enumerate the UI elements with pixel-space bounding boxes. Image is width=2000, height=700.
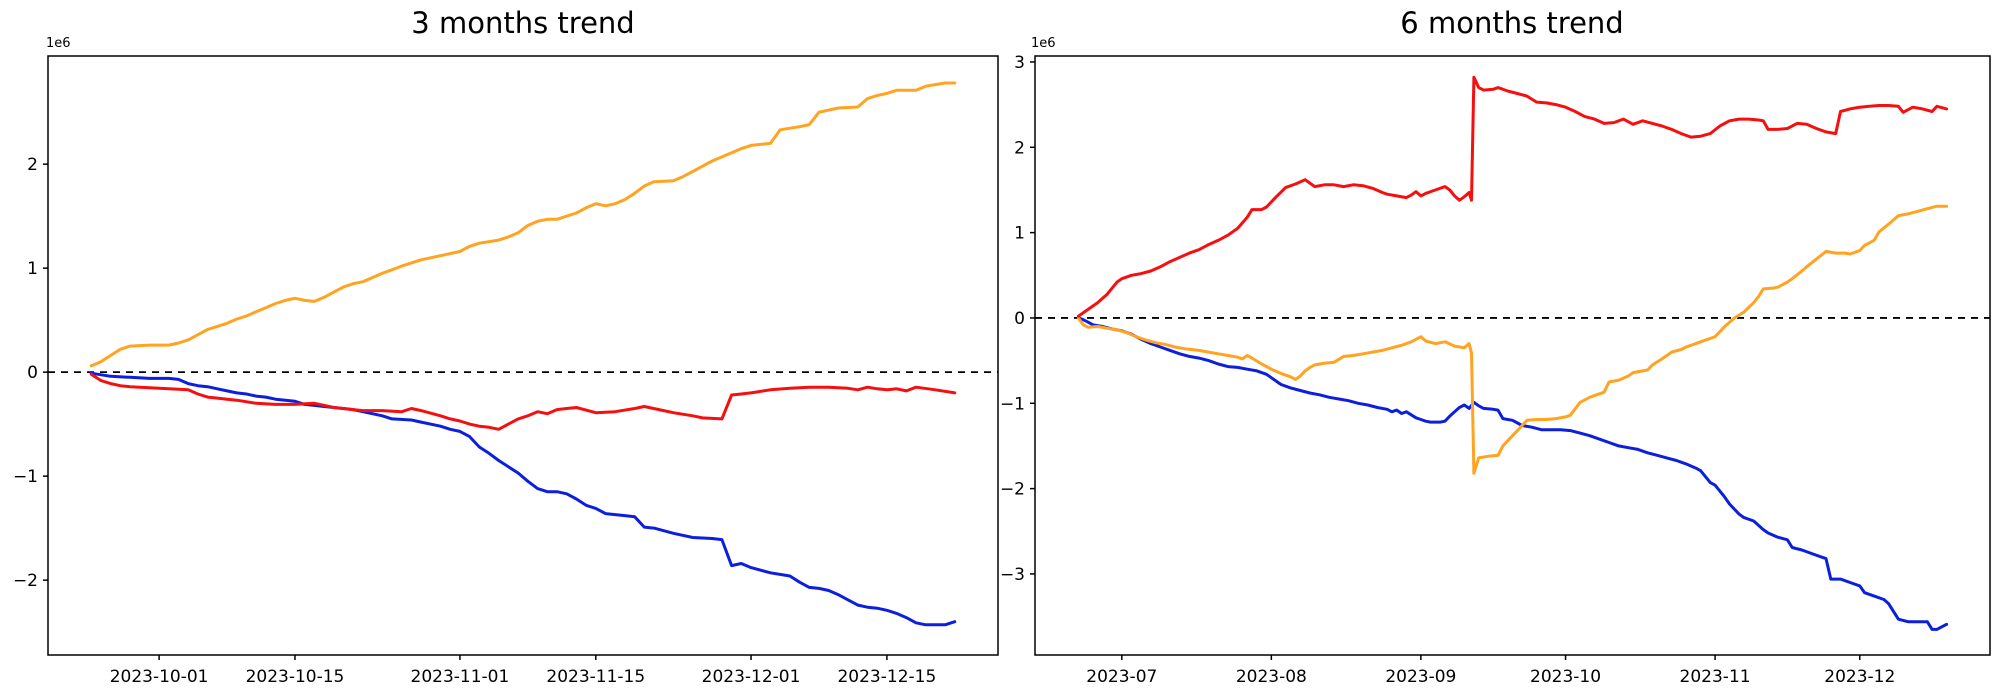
plot-border (47, 55, 999, 656)
y-tick-label: −1 (13, 467, 38, 487)
x-tick-label: 2023-11-01 (411, 667, 510, 687)
y-tick-label: −2 (1000, 480, 1025, 500)
chart-title-6-months-trend: 6 months trend (1400, 6, 1624, 40)
x-tick-label: 2023-10 (1530, 667, 1601, 687)
y-tick-label: −3 (1000, 565, 1025, 585)
x-tick-label: 2023-12-15 (837, 667, 936, 687)
y-axis-offset-label-right: 1e6 (1031, 36, 1056, 51)
y-tick-label: 2 (1014, 138, 1025, 158)
y-tick-label: 3 (1014, 53, 1025, 73)
x-tick-label: 2023-08 (1236, 667, 1307, 687)
x-tick-label: 2023-07 (1086, 667, 1157, 687)
x-tick-label: 2023-12 (1824, 667, 1895, 687)
y-axis-offset-label-left: 1e6 (46, 36, 71, 51)
y-tick-label: −2 (13, 571, 38, 591)
x-tick-label: 2023-11 (1680, 667, 1751, 687)
x-tick-label: 2023-11-15 (546, 667, 645, 687)
y-tick-label: 1 (27, 259, 38, 279)
series-line-blue (1076, 316, 1949, 631)
y-tick-label: −1 (1000, 394, 1025, 414)
x-tick-label: 2023-10-15 (246, 667, 345, 687)
y-tick-label: 1 (1014, 224, 1025, 244)
series-line-orange (89, 81, 957, 368)
y-tick-label: 0 (1014, 309, 1025, 329)
series-line-orange (1076, 204, 1949, 475)
series-line-blue (89, 371, 957, 627)
y-tick-label: 2 (27, 155, 38, 175)
chart-title-3-months-trend: 3 months trend (411, 6, 635, 40)
series-line-red (1076, 75, 1949, 318)
y-tick-label: 0 (27, 363, 38, 383)
x-tick-label: 2023-12-01 (702, 667, 801, 687)
x-tick-label: 2023-10-01 (110, 667, 209, 687)
series-line-red (89, 372, 957, 431)
plot-border (1034, 55, 1991, 656)
x-tick-label: 2023-09 (1385, 667, 1456, 687)
